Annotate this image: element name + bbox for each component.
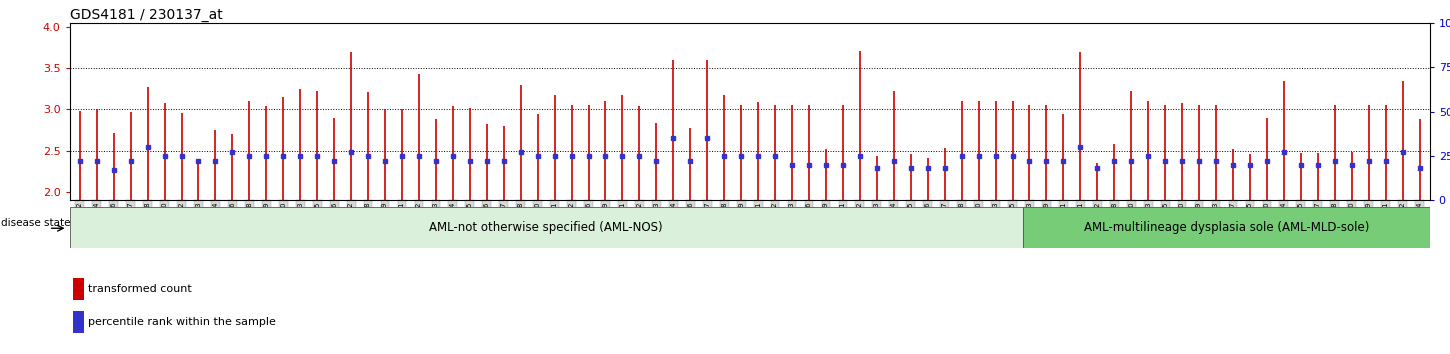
Text: AML-not otherwise specified (AML-NOS): AML-not otherwise specified (AML-NOS) bbox=[429, 221, 663, 234]
Bar bbox=[72, 278, 84, 300]
Text: AML-multilineage dysplasia sole (AML-MLD-sole): AML-multilineage dysplasia sole (AML-MLD… bbox=[1083, 221, 1369, 234]
Text: percentile rank within the sample: percentile rank within the sample bbox=[88, 317, 276, 327]
Bar bbox=[1022, 207, 1430, 248]
Text: GDS4181 / 230137_at: GDS4181 / 230137_at bbox=[70, 8, 222, 22]
Bar bbox=[72, 311, 84, 333]
Text: transformed count: transformed count bbox=[88, 284, 191, 294]
Text: disease state: disease state bbox=[1, 218, 71, 228]
Bar bbox=[70, 207, 1022, 248]
